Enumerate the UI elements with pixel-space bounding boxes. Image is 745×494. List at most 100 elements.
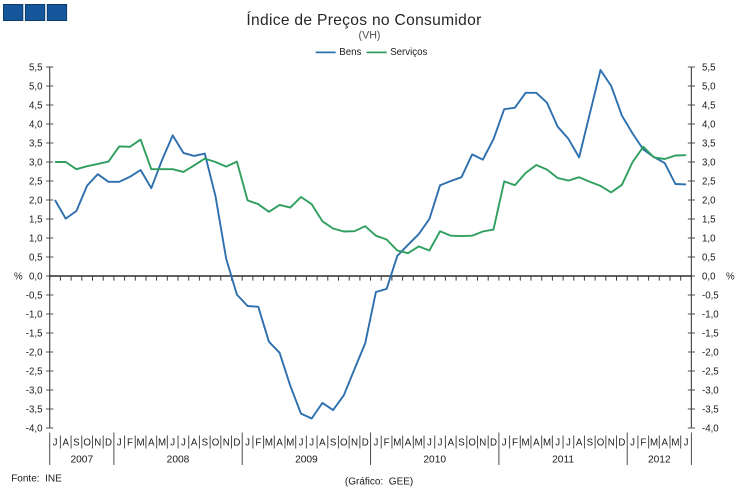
svg-text:A: A [319, 438, 326, 449]
svg-text:1,0: 1,0 [29, 233, 43, 244]
svg-text:M: M [137, 438, 145, 449]
svg-text:(Gráfico: GEE): (Gráfico: GEE) [345, 477, 413, 488]
svg-text:1,0: 1,0 [702, 233, 716, 244]
svg-text:M: M [415, 438, 423, 449]
svg-text:N: N [351, 438, 358, 449]
svg-text:-2,0: -2,0 [26, 347, 43, 358]
svg-text:4,5: 4,5 [29, 100, 42, 111]
svg-text:J: J [502, 438, 507, 449]
svg-text:D: D [490, 438, 497, 449]
svg-text:5,5: 5,5 [29, 62, 42, 73]
svg-text:%: % [726, 271, 735, 282]
svg-text:1,5: 1,5 [702, 214, 715, 225]
svg-text:S: S [587, 438, 594, 449]
svg-text:J: J [555, 438, 560, 449]
svg-text:S: S [202, 438, 209, 449]
svg-text:F: F [127, 438, 133, 449]
svg-text:A: A [148, 438, 155, 449]
svg-text:O: O [597, 438, 605, 449]
svg-text:5,0: 5,0 [702, 81, 716, 92]
svg-text:-1,0: -1,0 [26, 309, 43, 320]
svg-text:5,0: 5,0 [29, 81, 43, 92]
svg-text:2011: 2011 [552, 455, 574, 466]
svg-text:0,0: 0,0 [702, 271, 716, 282]
svg-text:N: N [223, 438, 230, 449]
svg-text:S: S [73, 438, 80, 449]
svg-text:J: J [566, 438, 571, 449]
svg-text:0,0: 0,0 [29, 271, 43, 282]
svg-text:M: M [650, 438, 658, 449]
svg-text:0,5: 0,5 [702, 252, 715, 263]
svg-text:O: O [340, 438, 348, 449]
svg-text:N: N [608, 438, 615, 449]
svg-text:-1,0: -1,0 [702, 309, 719, 320]
svg-text:A: A [533, 438, 540, 449]
svg-text:J: J [427, 438, 432, 449]
svg-text:2,5: 2,5 [29, 176, 42, 187]
svg-text:F: F [640, 438, 646, 449]
svg-text:Serviços: Serviços [390, 47, 427, 58]
svg-text:J: J [630, 438, 635, 449]
svg-text:3,0: 3,0 [702, 157, 716, 168]
svg-text:4,0: 4,0 [29, 119, 43, 130]
svg-text:O: O [83, 438, 91, 449]
svg-text:-2,5: -2,5 [702, 366, 719, 377]
svg-text:M: M [522, 438, 530, 449]
svg-text:J: J [53, 438, 58, 449]
svg-text:D: D [233, 438, 240, 449]
svg-text:D: D [105, 438, 112, 449]
svg-text:2,0: 2,0 [29, 195, 43, 206]
svg-text:M: M [543, 438, 551, 449]
svg-text:M: M [671, 438, 679, 449]
svg-text:-3,5: -3,5 [702, 404, 719, 415]
svg-text:O: O [212, 438, 220, 449]
svg-text:-3,5: -3,5 [26, 404, 43, 415]
svg-text:N: N [94, 438, 101, 449]
svg-text:M: M [393, 438, 401, 449]
svg-text:S: S [330, 438, 337, 449]
svg-text:-4,0: -4,0 [26, 423, 43, 434]
svg-text:A: A [191, 438, 198, 449]
svg-text:-1,5: -1,5 [26, 328, 43, 339]
svg-text:Índice de Preços no Consumidor: Índice de Preços no Consumidor [246, 10, 481, 29]
svg-text:A: A [448, 438, 455, 449]
svg-text:3,5: 3,5 [29, 138, 42, 149]
svg-text:J: J [299, 438, 304, 449]
svg-text:4,5: 4,5 [702, 100, 715, 111]
svg-text:-3,0: -3,0 [702, 385, 719, 396]
svg-text:1,5: 1,5 [29, 214, 42, 225]
svg-text:2009: 2009 [295, 455, 318, 466]
svg-text:3,0: 3,0 [29, 157, 43, 168]
svg-text:-0,5: -0,5 [26, 290, 43, 301]
svg-text:M: M [265, 438, 273, 449]
svg-text:J: J [181, 438, 186, 449]
svg-text:-3,0: -3,0 [26, 385, 43, 396]
svg-text:-4,0: -4,0 [702, 423, 719, 434]
svg-text:F: F [255, 438, 261, 449]
svg-text:4,0: 4,0 [702, 119, 716, 130]
svg-text:A: A [62, 438, 69, 449]
svg-text:N: N [479, 438, 486, 449]
svg-text:2,5: 2,5 [702, 176, 715, 187]
svg-text:-2,5: -2,5 [26, 366, 43, 377]
svg-text:0,5: 0,5 [29, 252, 42, 263]
svg-text:A: A [276, 438, 283, 449]
svg-text:F: F [384, 438, 390, 449]
svg-text:A: A [405, 438, 412, 449]
svg-text:3,5: 3,5 [702, 138, 715, 149]
svg-text:J: J [117, 438, 122, 449]
svg-text:J: J [373, 438, 378, 449]
svg-text:-2,0: -2,0 [702, 347, 719, 358]
svg-text:D: D [618, 438, 625, 449]
svg-text:A: A [576, 438, 583, 449]
svg-text:2008: 2008 [167, 455, 190, 466]
svg-text:M: M [286, 438, 294, 449]
svg-text:-1,5: -1,5 [702, 328, 719, 339]
svg-text:J: J [684, 438, 689, 449]
svg-text:Bens: Bens [339, 47, 361, 58]
svg-text:2007: 2007 [70, 455, 93, 466]
svg-text:A: A [661, 438, 668, 449]
svg-text:D: D [362, 438, 369, 449]
svg-text:2012: 2012 [648, 455, 671, 466]
svg-text:J: J [245, 438, 250, 449]
